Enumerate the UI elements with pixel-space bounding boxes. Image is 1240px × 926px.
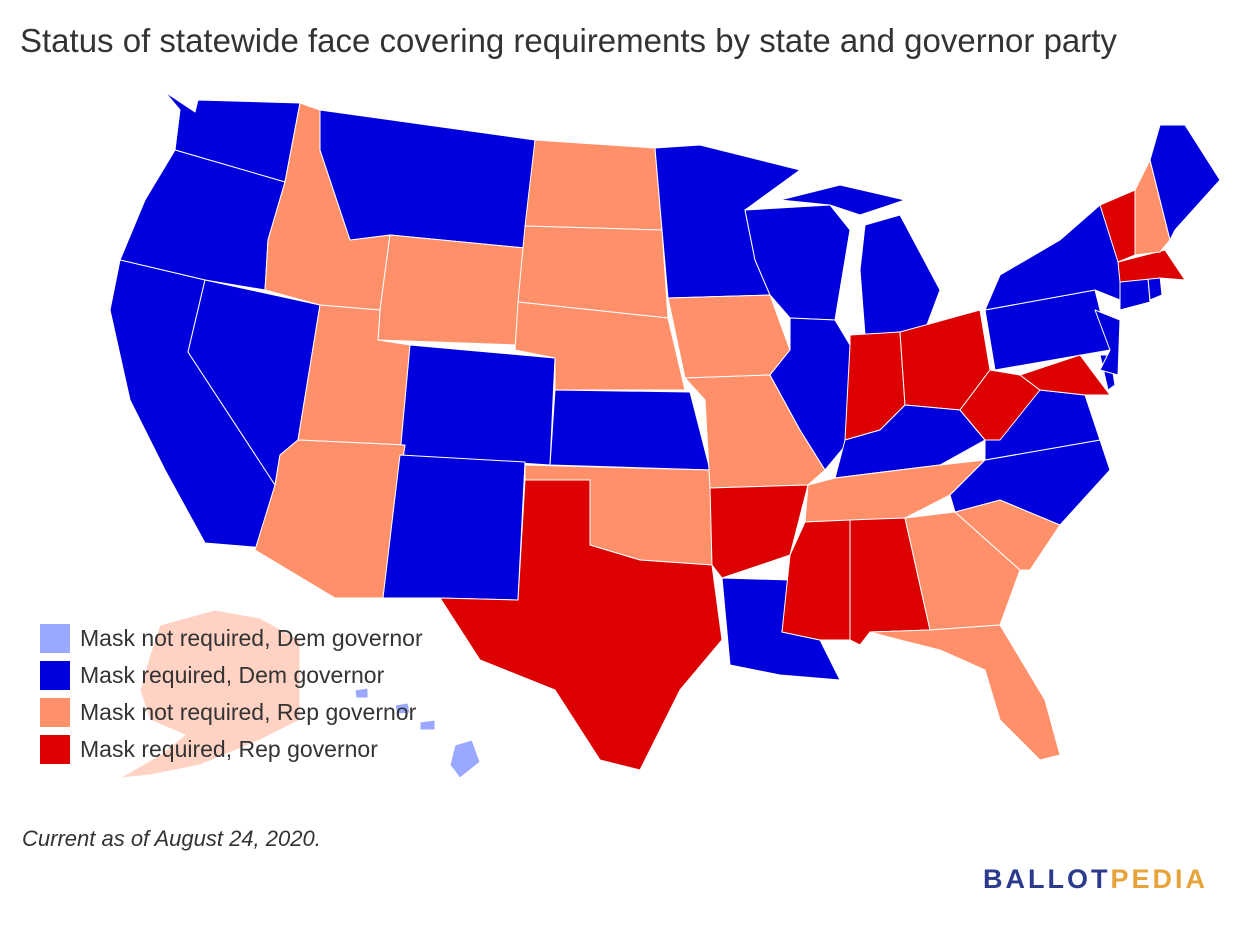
legend-swatch xyxy=(40,624,70,653)
state-CT[interactable] xyxy=(1119,277,1151,311)
legend-item-rep-no-mask: Mask not required, Rep governor xyxy=(40,694,423,731)
legend-swatch xyxy=(40,698,70,727)
state-NY[interactable] xyxy=(984,204,1121,311)
state-KS[interactable] xyxy=(549,389,711,471)
state-AR[interactable] xyxy=(709,484,809,579)
legend-label: Mask not required, Rep governor xyxy=(80,699,417,725)
state-TX[interactable] xyxy=(439,479,723,771)
legend-swatch xyxy=(40,735,70,764)
state-MD[interactable] xyxy=(1019,354,1111,396)
state-IA[interactable] xyxy=(667,294,791,379)
legend-swatch xyxy=(40,661,70,690)
map-title: Status of statewide face covering requir… xyxy=(20,22,1117,59)
state-HI[interactable] xyxy=(354,687,481,779)
legend: Mask not required, Dem governor Mask req… xyxy=(40,620,423,768)
state-CO[interactable] xyxy=(399,344,556,466)
logo-part-1: BALLOT xyxy=(983,864,1111,894)
legend-label: Mask not required, Dem governor xyxy=(80,625,423,651)
state-ND[interactable] xyxy=(524,139,663,231)
footnote: Current as of August 24, 2020. xyxy=(22,826,321,851)
state-FL[interactable] xyxy=(869,624,1061,761)
state-AK[interactable] xyxy=(119,609,301,779)
state-NM[interactable] xyxy=(382,454,526,601)
state-ME[interactable] xyxy=(1149,124,1221,241)
legend-label: Mask required, Dem governor xyxy=(80,662,385,688)
state-IL[interactable] xyxy=(769,317,851,471)
state-NH[interactable] xyxy=(1134,159,1171,256)
state-RI[interactable] xyxy=(1147,275,1163,301)
legend-item-rep-mask: Mask required, Rep governor xyxy=(40,731,423,768)
logo-part-2: PEDIA xyxy=(1110,864,1209,894)
legend-item-dem-mask: Mask required, Dem governor xyxy=(40,657,423,694)
state-MT[interactable] xyxy=(319,109,536,249)
state-GA[interactable] xyxy=(904,511,1021,631)
state-WY[interactable] xyxy=(377,234,526,346)
ballotpedia-logo: BALLOTPEDIA xyxy=(983,864,1208,895)
legend-item-dem-no-mask: Mask not required, Dem governor xyxy=(40,620,423,657)
legend-label: Mask required, Rep governor xyxy=(80,736,378,762)
state-NJ[interactable] xyxy=(1094,309,1121,376)
